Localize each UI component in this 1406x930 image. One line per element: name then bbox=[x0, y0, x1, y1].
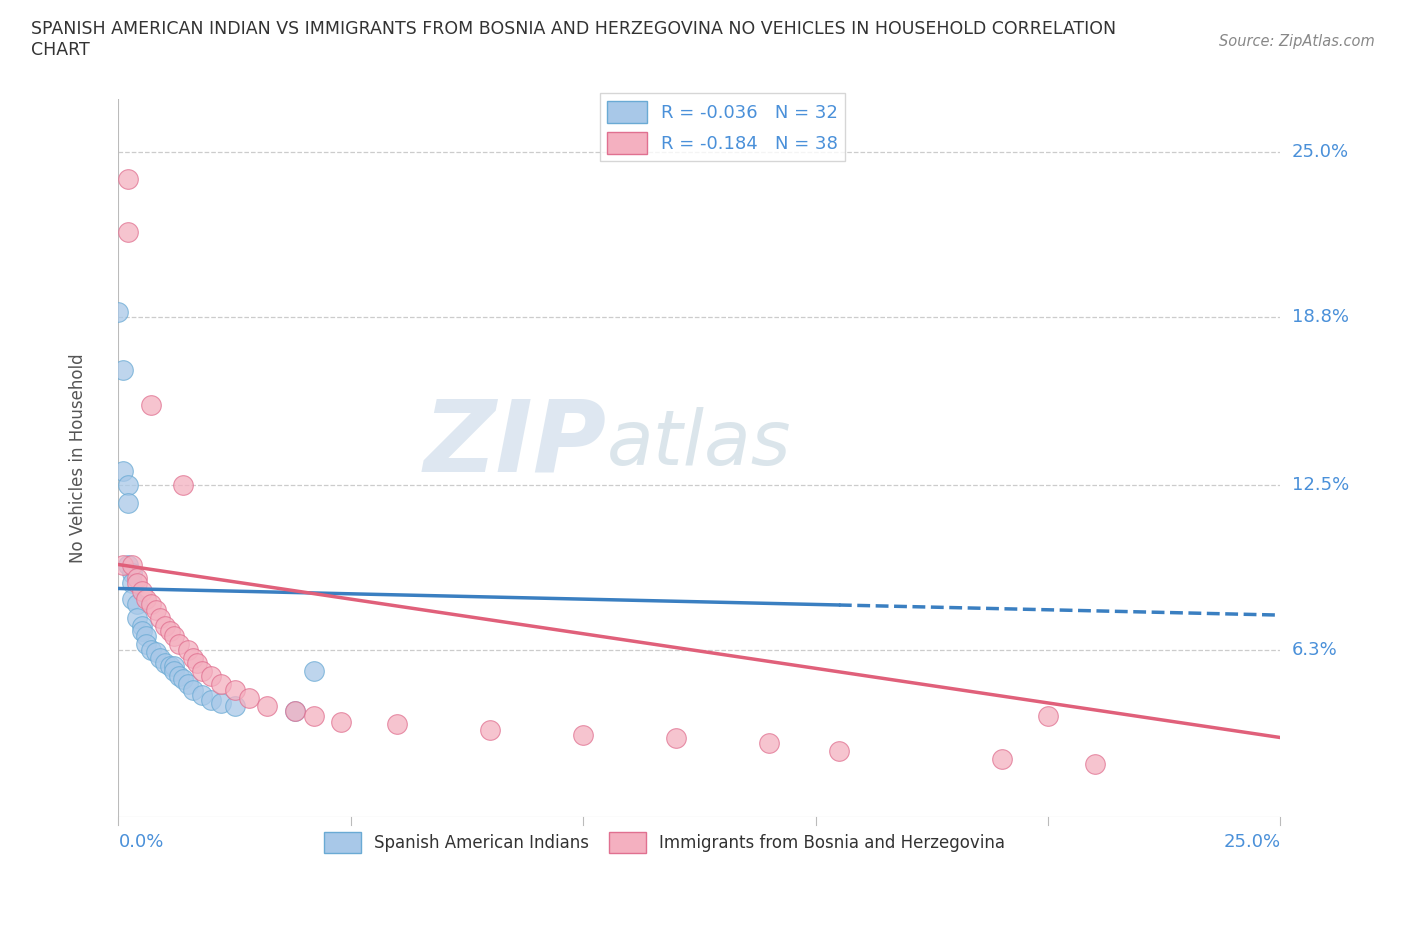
Text: No Vehicles in Household: No Vehicles in Household bbox=[69, 353, 87, 563]
Point bbox=[139, 397, 162, 412]
Point bbox=[112, 363, 135, 378]
Point bbox=[172, 477, 194, 492]
Point bbox=[191, 687, 214, 702]
Point bbox=[121, 557, 143, 572]
Point bbox=[284, 703, 307, 718]
Point bbox=[153, 618, 176, 633]
Point bbox=[131, 624, 153, 639]
Point bbox=[121, 591, 143, 606]
Point bbox=[209, 696, 232, 711]
Point bbox=[167, 637, 190, 652]
Text: atlas: atlas bbox=[606, 406, 792, 481]
Point bbox=[163, 664, 186, 679]
Point bbox=[479, 722, 502, 737]
Point bbox=[117, 224, 139, 239]
Point bbox=[159, 624, 181, 639]
Text: 0.0%: 0.0% bbox=[118, 833, 163, 851]
Point bbox=[149, 610, 172, 625]
Point bbox=[159, 658, 181, 673]
Point bbox=[224, 683, 246, 698]
Point bbox=[665, 730, 688, 745]
Point bbox=[990, 751, 1012, 766]
Point bbox=[387, 717, 409, 732]
Point bbox=[121, 565, 143, 580]
Point bbox=[131, 618, 153, 633]
Point bbox=[117, 477, 139, 492]
Point bbox=[117, 557, 139, 572]
Point bbox=[167, 669, 190, 684]
Point bbox=[135, 629, 157, 644]
Point bbox=[1036, 709, 1059, 724]
Point bbox=[1083, 757, 1105, 772]
Legend: Spanish American Indians, Immigrants from Bosnia and Herzegovina: Spanish American Indians, Immigrants fro… bbox=[318, 826, 1012, 859]
Text: SPANISH AMERICAN INDIAN VS IMMIGRANTS FROM BOSNIA AND HERZEGOVINA NO VEHICLES IN: SPANISH AMERICAN INDIAN VS IMMIGRANTS FR… bbox=[31, 20, 1116, 60]
Point bbox=[135, 591, 157, 606]
Text: 25.0%: 25.0% bbox=[1223, 833, 1281, 851]
Point bbox=[163, 658, 186, 673]
Point bbox=[209, 677, 232, 692]
Point bbox=[107, 304, 129, 319]
Point bbox=[145, 644, 167, 659]
Point bbox=[125, 570, 148, 585]
Point bbox=[200, 693, 222, 708]
Point bbox=[121, 576, 143, 591]
Point bbox=[758, 736, 780, 751]
Point bbox=[572, 727, 595, 742]
Point bbox=[125, 597, 148, 612]
Text: 25.0%: 25.0% bbox=[1292, 143, 1348, 161]
Point bbox=[181, 650, 204, 665]
Point bbox=[177, 643, 200, 658]
Point bbox=[117, 171, 139, 186]
Point bbox=[149, 650, 172, 665]
Point bbox=[256, 698, 278, 713]
Text: 6.3%: 6.3% bbox=[1292, 641, 1337, 658]
Point bbox=[112, 464, 135, 479]
Point bbox=[191, 664, 214, 679]
Point bbox=[112, 557, 135, 572]
Point bbox=[117, 496, 139, 511]
Point bbox=[139, 597, 162, 612]
Point bbox=[125, 576, 148, 591]
Point bbox=[330, 714, 353, 729]
Point bbox=[828, 743, 851, 758]
Point bbox=[139, 643, 162, 658]
Text: ZIP: ZIP bbox=[423, 395, 606, 492]
Point bbox=[284, 703, 307, 718]
Point bbox=[131, 584, 153, 599]
Point bbox=[302, 709, 325, 724]
Point bbox=[200, 669, 222, 684]
Point bbox=[302, 664, 325, 679]
Point bbox=[177, 677, 200, 692]
Text: 12.5%: 12.5% bbox=[1292, 475, 1348, 494]
Point bbox=[224, 698, 246, 713]
Point bbox=[186, 656, 208, 671]
Text: Source: ZipAtlas.com: Source: ZipAtlas.com bbox=[1219, 34, 1375, 49]
Point bbox=[238, 690, 260, 705]
Point bbox=[181, 683, 204, 698]
Point bbox=[172, 671, 194, 686]
Point bbox=[153, 656, 176, 671]
Point bbox=[145, 603, 167, 618]
Text: 18.8%: 18.8% bbox=[1292, 308, 1348, 326]
Point bbox=[163, 629, 186, 644]
Point bbox=[125, 610, 148, 625]
Point bbox=[135, 637, 157, 652]
